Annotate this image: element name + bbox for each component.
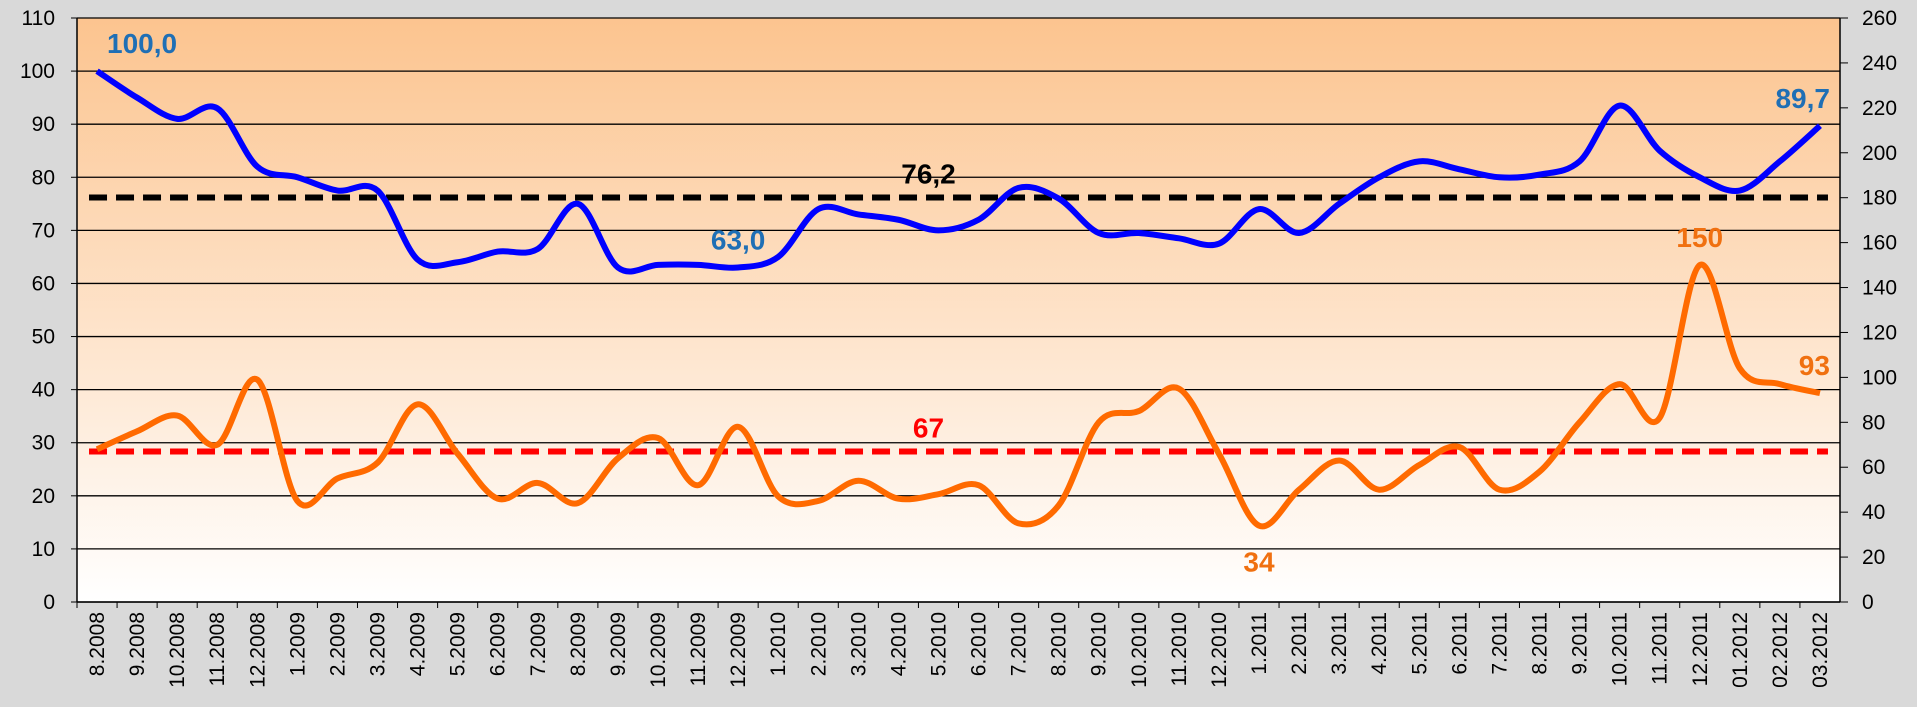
x-tick-label: 9.2008 (126, 612, 149, 676)
x-tick-label: 6.2010 (968, 612, 991, 676)
data-label: 93 (1799, 350, 1830, 381)
x-tick-label: 11.2009 (687, 612, 710, 686)
x-tick-label: 1.2011 (1248, 612, 1271, 675)
y2-tick-label: 60 (1862, 456, 1885, 479)
x-tick-label: 03.2012 (1809, 612, 1832, 688)
x-tick-label: 3.2011 (1328, 612, 1351, 675)
y2-tick-label: 260 (1862, 7, 1897, 30)
y-tick-label: 110 (22, 7, 55, 30)
x-tick-label: 4.2010 (887, 612, 910, 676)
x-tick-label: 2.2011 (1288, 612, 1311, 675)
x-tick-label: 1.2009 (286, 612, 309, 676)
x-tick-label: 9.2011 (1569, 612, 1592, 675)
plot-area (77, 18, 1840, 602)
y-tick-label: 50 (32, 326, 55, 349)
x-tick-label: 10.2008 (166, 612, 189, 688)
x-tick-label: 12.2011 (1689, 612, 1712, 686)
y-tick-label: 20 (32, 485, 55, 508)
x-tick-label: 4.2011 (1368, 612, 1391, 675)
x-tick-label: 12.2010 (1208, 612, 1231, 688)
y2-tick-label: 200 (1862, 142, 1897, 165)
series-line (95, 262, 1821, 530)
x-tick-label: 5.2010 (927, 612, 950, 676)
x-tick-label: 02.2012 (1769, 612, 1792, 688)
x-tick-label: 12.2009 (727, 612, 750, 688)
y-tick-label: 80 (32, 166, 55, 189)
y2-tick-label: 20 (1862, 546, 1885, 569)
reference-label: 76,2 (901, 158, 956, 189)
y-tick-label: 100 (20, 60, 55, 83)
x-tick-label: 7.2010 (1008, 612, 1031, 676)
x-tick-label: 5.2009 (447, 612, 470, 676)
data-label: 34 (1243, 547, 1275, 578)
y2-tick-label: 220 (1862, 97, 1897, 120)
x-tick-label: 7.2009 (527, 612, 550, 676)
x-tick-label: 6.2011 (1448, 612, 1471, 675)
x-tick-label: 11.2008 (206, 612, 229, 686)
series-line (95, 68, 1822, 275)
y2-tick-label: 140 (1862, 277, 1897, 300)
y2-tick-label: 160 (1862, 232, 1897, 255)
x-tick-label: 5.2011 (1408, 612, 1431, 675)
x-tick-label: 6.2009 (487, 612, 510, 676)
x-tick-label: 8.2010 (1048, 612, 1071, 676)
y-tick-label: 10 (32, 538, 55, 561)
x-tick-label: 1.2010 (767, 612, 790, 676)
x-tick-label: 11.2010 (1168, 612, 1191, 686)
y-tick-label: 0 (43, 591, 55, 614)
x-tick-label: 01.2012 (1729, 612, 1752, 688)
y2-tick-label: 40 (1862, 501, 1885, 524)
data-label: 89,7 (1775, 83, 1830, 114)
x-tick-label: 9.2009 (607, 612, 630, 676)
x-tick-label: 10.2011 (1609, 612, 1632, 686)
x-tick-label: 8.2009 (567, 612, 590, 676)
x-tick-label: 10.2009 (647, 612, 670, 688)
y2-tick-label: 80 (1862, 411, 1885, 434)
data-label: 63,0 (711, 225, 766, 256)
y2-tick-label: 180 (1862, 187, 1897, 210)
y-tick-label: 90 (32, 113, 55, 136)
y-tick-label: 70 (32, 219, 55, 242)
y2-tick-label: 240 (1862, 52, 1897, 75)
x-tick-label: 7.2011 (1488, 612, 1511, 675)
y2-tick-label: 0 (1862, 591, 1874, 614)
y-tick-label: 40 (32, 379, 55, 402)
x-tick-label: 3.2009 (367, 612, 390, 676)
x-tick-label: 8.2008 (86, 612, 109, 676)
x-tick-label: 2.2009 (326, 612, 349, 676)
x-tick-label: 2.2010 (807, 612, 830, 676)
x-tick-label: 10.2010 (1128, 612, 1151, 688)
data-label: 100,0 (107, 28, 177, 59)
x-tick-label: 12.2008 (246, 612, 269, 688)
data-label: 150 (1676, 222, 1723, 253)
y-tick-label: 60 (32, 272, 55, 295)
reference-label: 67 (913, 413, 944, 444)
y2-tick-label: 120 (1862, 321, 1897, 344)
x-tick-label: 4.2009 (407, 612, 430, 676)
x-tick-label: 9.2010 (1088, 612, 1111, 676)
x-tick-label: 8.2011 (1528, 612, 1551, 675)
y-tick-label: 30 (32, 432, 55, 455)
y2-tick-label: 100 (1862, 366, 1897, 389)
x-tick-label: 11.2011 (1649, 612, 1672, 685)
x-tick-label: 3.2010 (847, 612, 870, 676)
